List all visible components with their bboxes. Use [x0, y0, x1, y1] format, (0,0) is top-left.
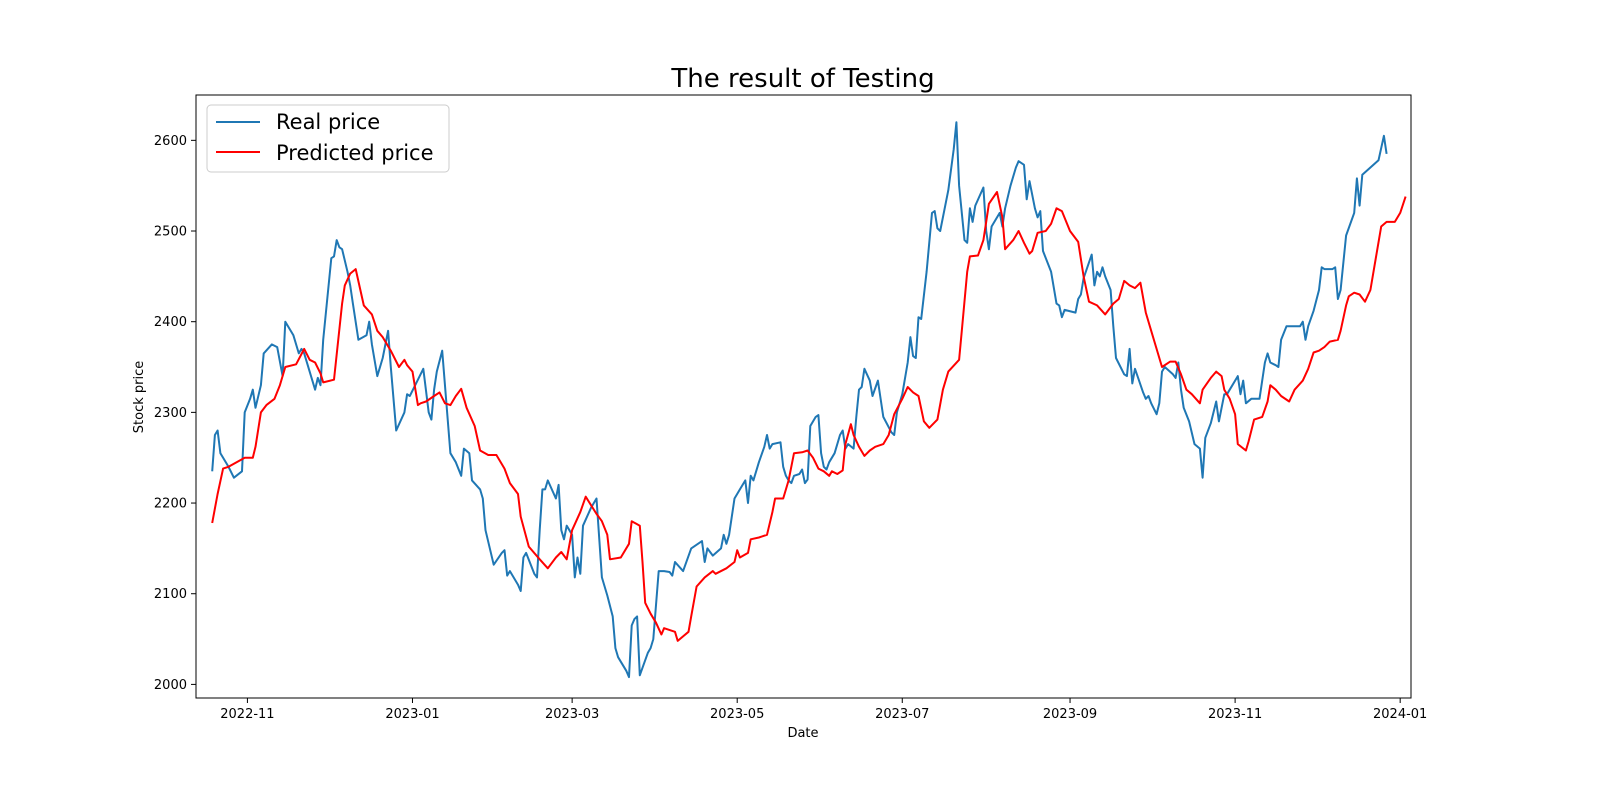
series-lines [211, 121, 1407, 679]
y-tick-label: 2500 [154, 225, 187, 240]
x-axis: 2022-11 2023-01 2023-03 2023-05 2023-07 2023-… [220, 698, 1427, 722]
y-tick-label: 2300 [154, 406, 187, 421]
y-tick-label: 2600 [154, 134, 187, 149]
x-axis-label: Date [787, 726, 818, 741]
legend-box [206, 104, 450, 173]
y-axis-label: Stock price [132, 361, 147, 433]
y-tick-label: 2100 [154, 587, 187, 602]
x-tick-label: 2022-11 [220, 707, 274, 722]
series-line-predicted-price [211, 191, 1407, 642]
plot-area-frame [195, 94, 1412, 699]
x-tick-label: 2023-01 [385, 707, 439, 722]
legend-label-predicted-price: Predicted price [276, 141, 434, 165]
legend: Real price Predicted price [206, 104, 450, 173]
y-tick-label: 2200 [154, 497, 187, 512]
y-tick-label: 2400 [154, 315, 187, 330]
y-axis: 2000 2100 2200 2300 2400 2500 2600 [154, 134, 196, 693]
x-tick-label: 2023-07 [875, 707, 929, 722]
legend-label-real-price: Real price [276, 110, 380, 134]
x-tick-label: 2023-09 [1043, 707, 1097, 722]
series-line-real-price [211, 121, 1388, 679]
y-tick-label: 2000 [154, 678, 187, 693]
x-tick-label: 2024-01 [1373, 707, 1427, 722]
x-tick-label: 2023-05 [710, 707, 764, 722]
x-tick-label: 2023-11 [1208, 707, 1262, 722]
chart-title: The result of Testing [670, 64, 934, 94]
x-tick-label: 2023-03 [545, 707, 599, 722]
